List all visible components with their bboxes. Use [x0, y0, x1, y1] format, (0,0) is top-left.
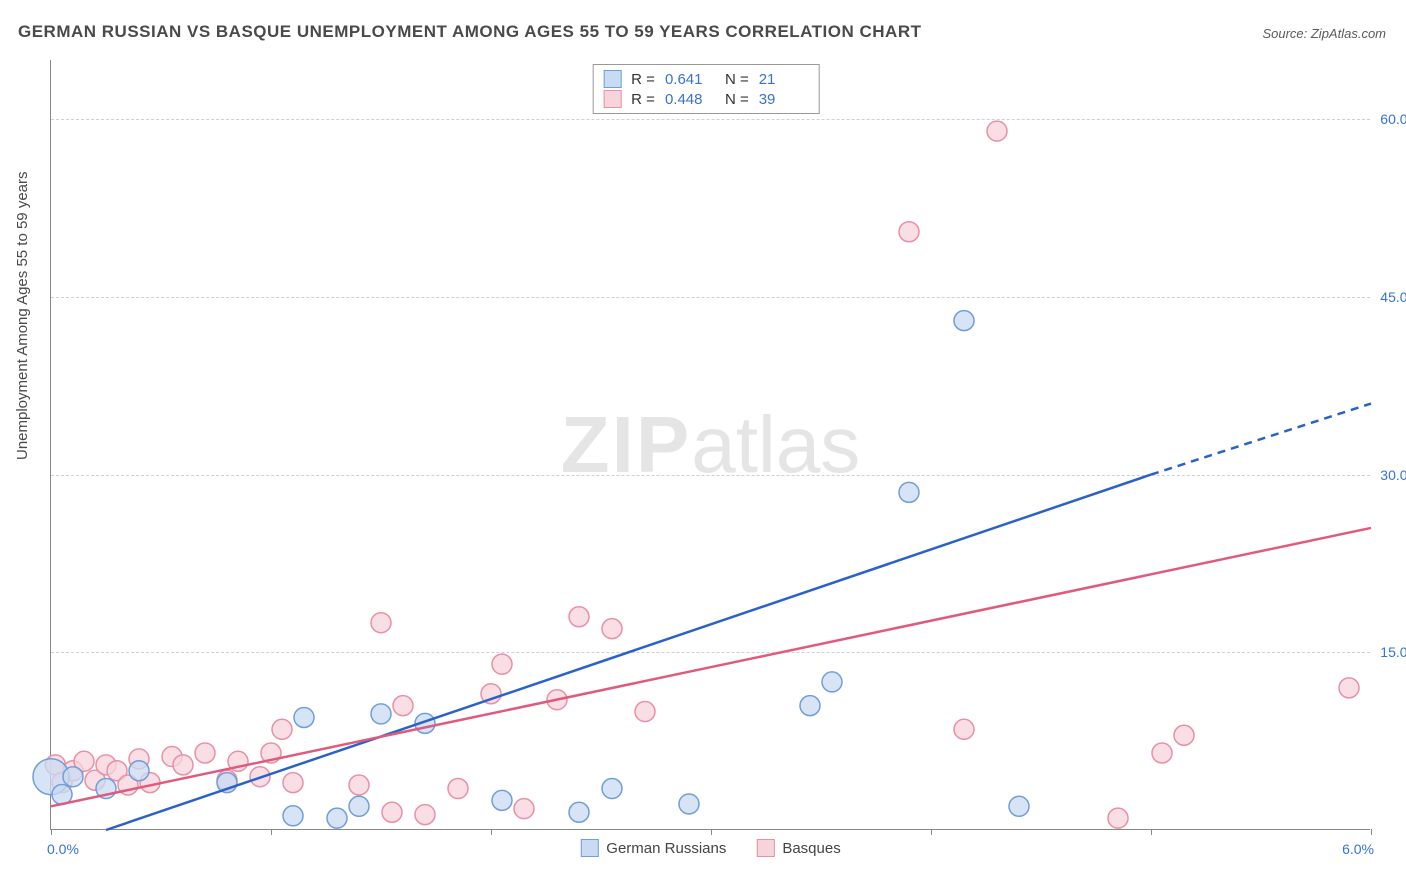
data-point	[349, 796, 369, 816]
data-point	[492, 790, 512, 810]
plot-area: ZIPatlas 15.0%30.0%45.0%60.0% R =0.641N …	[50, 60, 1370, 830]
data-point	[173, 755, 193, 775]
x-tick	[1371, 829, 1372, 835]
data-point	[1152, 743, 1172, 763]
data-point	[514, 799, 534, 819]
data-point	[283, 806, 303, 826]
x-tick	[491, 829, 492, 835]
data-point	[1174, 725, 1194, 745]
x-axis-min-label: 0.0%	[47, 841, 79, 857]
data-point	[954, 311, 974, 331]
stat-row: R = 0.448 N = 39	[603, 89, 809, 109]
y-axis-label: Unemployment Among Ages 55 to 59 years	[14, 171, 31, 460]
x-axis-max-label: 6.0%	[1342, 841, 1374, 857]
chart-title: GERMAN RUSSIAN VS BASQUE UNEMPLOYMENT AM…	[18, 22, 922, 42]
series-swatch	[603, 90, 621, 108]
data-point	[283, 773, 303, 793]
data-point	[349, 775, 369, 795]
y-tick-label: 15.0%	[1365, 644, 1406, 660]
y-tick-label: 30.0%	[1365, 467, 1406, 483]
legend-swatch	[580, 839, 598, 857]
scatter-svg	[51, 60, 1370, 829]
data-point	[899, 482, 919, 502]
legend-item: German Russians	[580, 839, 726, 857]
stat-row: R = 0.641 N = 21	[603, 69, 809, 89]
data-point	[63, 767, 83, 787]
correlation-stats-box: R = 0.641 N = 21 R = 0.448 N = 39	[592, 64, 820, 114]
data-point	[679, 794, 699, 814]
data-point	[371, 704, 391, 724]
data-point	[371, 613, 391, 633]
legend-swatch	[756, 839, 774, 857]
data-point	[569, 607, 589, 627]
data-point	[1108, 808, 1128, 828]
data-point	[294, 707, 314, 727]
x-tick	[931, 829, 932, 835]
data-point	[382, 802, 402, 822]
data-point	[569, 802, 589, 822]
data-point	[415, 805, 435, 825]
trend-line	[106, 475, 1151, 830]
data-point	[899, 222, 919, 242]
trend-line	[51, 528, 1371, 806]
y-tick-label: 45.0%	[1365, 289, 1406, 305]
data-point	[954, 719, 974, 739]
n-label: N =	[725, 91, 749, 108]
bottom-legend: German Russians Basques	[580, 839, 840, 857]
n-label: N =	[725, 71, 749, 88]
x-tick	[271, 829, 272, 835]
trend-line-extrapolated	[1151, 404, 1371, 475]
data-point	[492, 654, 512, 674]
x-tick	[1151, 829, 1152, 835]
data-point	[635, 702, 655, 722]
r-label: R =	[631, 91, 655, 108]
data-point	[987, 121, 1007, 141]
data-point	[800, 696, 820, 716]
y-tick-label: 60.0%	[1365, 111, 1406, 127]
data-point	[393, 696, 413, 716]
data-point	[822, 672, 842, 692]
series-swatch	[603, 70, 621, 88]
r-label: R =	[631, 71, 655, 88]
legend-item: Basques	[756, 839, 840, 857]
data-point	[1009, 796, 1029, 816]
n-value: 39	[759, 91, 809, 108]
data-point	[1339, 678, 1359, 698]
legend-label: German Russians	[606, 840, 726, 857]
r-value: 0.641	[665, 71, 715, 88]
n-value: 21	[759, 71, 809, 88]
legend-label: Basques	[782, 840, 840, 857]
data-point	[602, 779, 622, 799]
data-point	[327, 808, 347, 828]
x-tick	[711, 829, 712, 835]
data-point	[272, 719, 292, 739]
data-point	[602, 619, 622, 639]
data-point	[129, 761, 149, 781]
source-attribution: Source: ZipAtlas.com	[1262, 26, 1386, 41]
data-point	[195, 743, 215, 763]
data-point	[448, 779, 468, 799]
r-value: 0.448	[665, 91, 715, 108]
x-tick	[51, 829, 52, 835]
